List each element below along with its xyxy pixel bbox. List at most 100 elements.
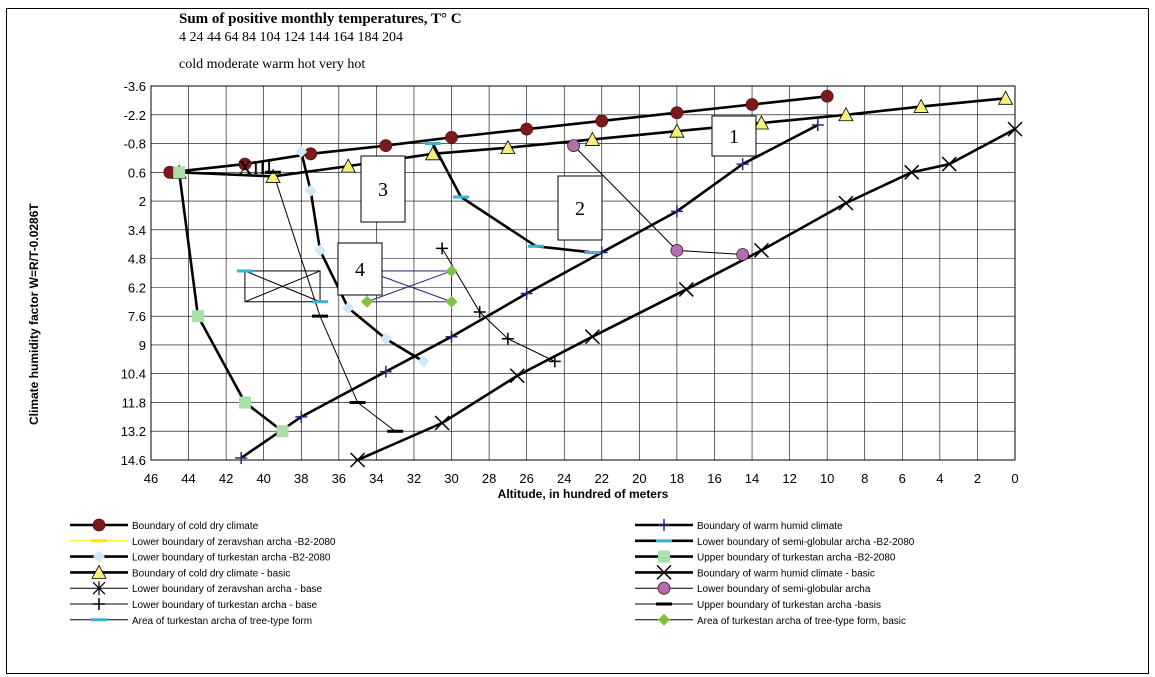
y-tick-label: 10.4 [121, 367, 146, 382]
data-point [678, 281, 694, 297]
data-point [753, 115, 770, 130]
data-point [379, 332, 392, 345]
data-point [304, 184, 317, 197]
temperature-scale-classes: cold moderate warm hot very hot [179, 57, 365, 72]
data-point [445, 295, 458, 308]
data-point [445, 264, 458, 277]
data-point [736, 248, 750, 261]
legend: Boundary of cold dry climate Lower bounda… [70, 518, 915, 627]
annotation-label: 4 [355, 259, 365, 281]
x-tick-label: 40 [256, 471, 270, 486]
data-point [295, 145, 308, 158]
legend-label: Boundary of warm humid climate [697, 521, 843, 532]
y-tick-label: 2 [139, 194, 146, 209]
data-point [584, 131, 601, 146]
data-point [473, 306, 486, 319]
series-line [431, 142, 593, 254]
data-point [838, 195, 854, 211]
legend-label: Area of turkestan archa of tree-type for… [697, 616, 906, 627]
data-point [567, 139, 581, 152]
x-tick-label: 46 [144, 471, 158, 486]
x-tick-label: 22 [595, 471, 609, 486]
legend-label: Lower boundary of semi-globular archa [697, 584, 871, 595]
x-tick-label: 34 [369, 471, 383, 486]
data-point [509, 368, 525, 384]
grid [150, 85, 1016, 461]
annotation-label: 2 [575, 198, 585, 220]
legend-marker [658, 550, 670, 563]
data-point [745, 98, 759, 111]
legend-label: Upper boundary of turkestan archa -basis [697, 600, 881, 611]
data-point [361, 295, 373, 308]
data-point [941, 156, 957, 172]
y-tick-label: -2.2 [124, 108, 146, 123]
data-point [304, 147, 318, 161]
data-point [820, 89, 834, 103]
legend-marker [657, 581, 671, 595]
legend-label: Boundary of cold dry climate - basic [132, 568, 290, 579]
area-box-diagonal [244, 270, 321, 303]
series-lines [169, 94, 1016, 462]
y-tick-label: 13.2 [121, 424, 146, 439]
y-axis-label: Climate humidity factor W=R/T-0.0286T [27, 203, 41, 425]
data-point [276, 425, 289, 438]
data-point [314, 244, 327, 257]
series-line [240, 123, 819, 460]
x-tick-label: 36 [332, 471, 346, 486]
temperature-scale-numbers: 4 24 44 64 84 104 124 144 164 184 204 [179, 30, 403, 45]
x-tick-label: 0 [1011, 471, 1018, 486]
y-tick-label: 3.4 [128, 223, 146, 238]
data-point [520, 122, 534, 136]
series-line [272, 172, 396, 432]
annotation-boxes: 1 2 3 4 XIII [238, 115, 757, 296]
series-line [169, 94, 828, 174]
legend-label: Lower boundary of zeravshan archa - base [132, 584, 323, 595]
y-tick-label: 11.8 [122, 395, 146, 410]
x-tick-label: 26 [519, 471, 533, 486]
x-tick-label: 30 [444, 471, 458, 486]
data-point [584, 329, 600, 345]
data-point [191, 310, 204, 323]
x-axis-label: Altitude, in hundred of meters [498, 487, 669, 501]
data-point [445, 330, 458, 343]
y-tick-label: 14.6 [121, 453, 146, 468]
x-tick-label: 28 [482, 471, 496, 486]
data-point [340, 158, 356, 173]
legend-label: Boundary of cold dry climate [132, 521, 259, 532]
data-point [379, 365, 392, 378]
data-point [445, 130, 458, 144]
data-point [595, 114, 609, 128]
y-tick-label: 4.8 [128, 252, 146, 267]
annotation-label: 3 [378, 179, 388, 201]
x-tick-label: 24 [557, 471, 571, 486]
x-tick-label: 6 [899, 471, 906, 486]
legend-marker [658, 519, 670, 531]
y-tick-label: -3.6 [124, 79, 146, 94]
legend-label: Upper boundary of turkestan archa -B2-20… [697, 553, 896, 564]
area-box [244, 270, 321, 303]
x-tick-label: 8 [861, 471, 868, 486]
annotation-box [711, 115, 757, 157]
data-point [265, 168, 281, 183]
data-point [417, 355, 430, 368]
series-line [299, 151, 425, 363]
x-tick-label: 44 [181, 471, 195, 486]
plot-area [150, 85, 1016, 461]
x-tick-label: 38 [294, 471, 308, 486]
y-tick-label: 6.2 [128, 280, 146, 295]
data-point [811, 119, 824, 132]
annotation-label: XIII [238, 157, 272, 179]
legend-label: Area of turkestan archa of tree-type for… [132, 616, 312, 627]
y-tick-label: -0.8 [124, 137, 146, 152]
legend-marker [92, 518, 106, 532]
area-box-diagonal [366, 270, 452, 303]
legend-marker [658, 613, 670, 626]
x-tick-label: 32 [407, 471, 421, 486]
data-point [736, 158, 749, 171]
data-point [379, 139, 393, 152]
x-tick-label: 42 [219, 471, 233, 486]
data-point [670, 106, 684, 120]
data-point [235, 451, 248, 464]
series-line [177, 172, 284, 433]
x-tick-label: 2 [974, 471, 981, 486]
